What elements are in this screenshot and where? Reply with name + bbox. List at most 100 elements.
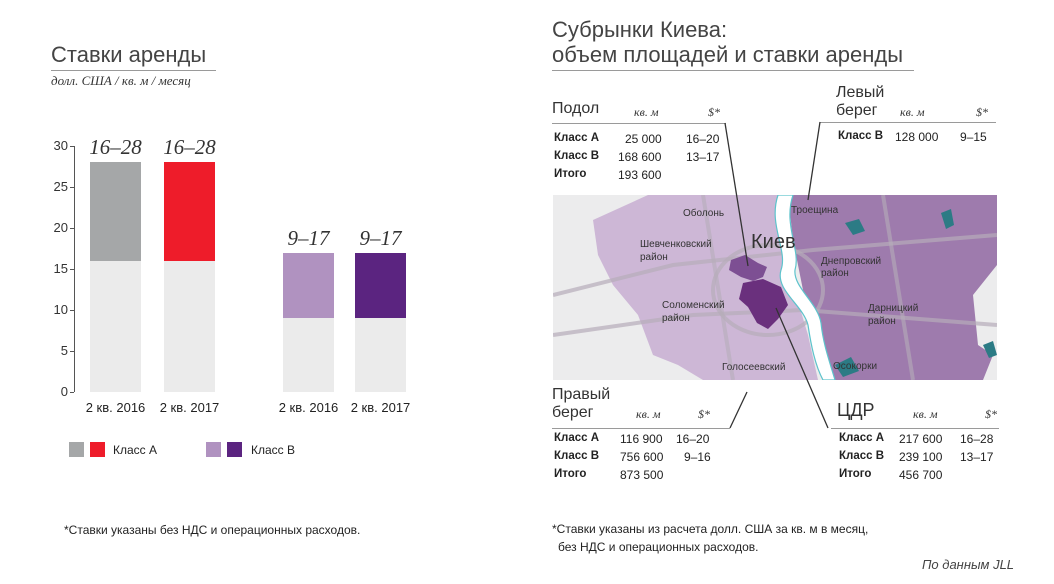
source-note: По данным JLL [922,557,1015,572]
map-label-obolon: Оболонь [683,208,725,219]
left-subtitle: долл. США / кв. м / месяц [51,73,191,88]
y-tick-mark [70,351,74,352]
podol-leader [724,122,749,267]
right-title-rule [552,70,914,71]
podol-table: Подол кв. м $* Класс А 25 000 16–20 Клас… [552,100,742,190]
kyiv-map: Оболонь Троещина Киев Шевченковский райо… [553,195,997,380]
bar-range-segment [90,162,141,261]
map-label-solomen-2: район [662,313,690,324]
podol-row2-area: 168 600 [618,150,662,164]
legend-swatch-a-2017 [90,442,105,457]
y-tick-label: 20 [53,220,68,235]
bar-data-label: 16–28 [89,135,142,160]
rent-chart: 0 5 10 15 20 25 30 16–28 2 кв. 2016 16–28 2 кв. 20… [44,130,424,420]
left-bank-row1-class: Класс В [838,130,884,142]
cbd-row1-class: Класс А [839,432,885,444]
cbd-header-area: кв. м [913,407,938,421]
podol-row1-class: Класс А [554,132,600,144]
kyiv-map-graphic [553,195,997,380]
right-bank-leader [729,391,748,429]
right-bank-row1-area: 116 900 [620,432,663,446]
map-label-kyiv: Киев [751,231,796,253]
left-bank-leader [807,121,821,201]
right-bank-row2-area: 756 600 [620,450,664,464]
right-bank-header-rate: $* [698,407,710,421]
bar-base-segment [90,260,141,392]
y-axis-line [74,146,75,392]
bar-range-segment [164,162,215,261]
map-label-solomen-1: Соломенский [662,300,725,311]
left-bank-title2: берег [836,102,878,119]
x-category-label: 2 кв. 2017 [159,400,220,415]
right-bank-row1-rate: 16–20 [676,432,710,446]
left-bank-row1-area: 128 000 [895,130,939,144]
bar-data-label: 9–17 [359,225,402,250]
right-title-line1: Субрынки Киева: [552,17,728,42]
y-tick-mark [70,146,74,147]
left-footnote: *Ставки указаны без НДС и операционных р… [64,523,361,537]
y-tick-mark [70,392,74,393]
podol-title: Подол [552,100,600,117]
map-label-dnepr-1: Днепровский [821,256,882,267]
left-bank-table: Левый берег кв. м $* Класс В 128 000 9–1… [820,84,1011,154]
left-bank-rule [820,122,996,123]
right-bank-row2-class: Класс В [554,450,600,462]
right-footnote-line2: без НДС и операционных расходов. [558,540,759,554]
map-label-shevchenko-1: Шевченковский [640,239,712,250]
y-tick-label: 25 [53,179,68,194]
map-label-golos: Голосеевский [722,362,786,373]
legend-class-a: Класс А [113,443,158,457]
cbd-header-rate: $* [985,407,997,421]
cbd-row3-class: Итого [839,468,872,480]
y-tick-mark [70,310,74,311]
y-tick-label: 5 [60,343,68,358]
right-title-line2: объем площадей и ставки аренды [552,42,904,67]
cbd-table: ЦДР кв. м $* Класс А 217 600 16–28 Класс… [831,400,1017,490]
cbd-row2-class: Класс В [839,450,885,462]
right-bank-header-area: кв. м [636,407,661,421]
right-bank-row2-rate: 9–16 [684,450,711,464]
cbd-row1-area: 217 600 [899,432,943,446]
legend-swatch-b-2016 [206,442,221,457]
bar-data-label: 16–28 [163,135,216,160]
left-bank-title1: Левый [836,84,885,101]
podol-header-rate: $* [708,105,720,119]
bar-data-label: 9–17 [287,225,330,250]
map-label-dnepr-2: район [821,268,849,279]
legend-swatch-b-2017 [227,442,242,457]
x-category-label: 2 кв. 2016 [85,400,146,415]
right-bank-rule [552,428,730,429]
left-title-rule [51,70,216,71]
podol-row3-class: Итого [554,168,587,180]
map-label-troeshchina: Троещина [791,205,839,216]
bar-base-segment [283,318,334,392]
cbd-row2-rate: 13–17 [960,450,994,464]
bar-base-segment [164,260,215,392]
right-bank-title2: берег [552,404,594,421]
right-bank-row3-class: Итого [554,468,587,480]
bar-base-segment [355,318,406,392]
left-bank-row1-rate: 9–15 [960,130,987,144]
y-tick-mark [70,269,74,270]
legend-class-b: Класс В [251,443,296,457]
y-tick-label: 15 [53,261,68,276]
bar-range-segment [355,252,406,319]
right-bank-table: Правый берег кв. м $* Класс А 116 900 16… [552,386,752,486]
right-bank-row3-area: 873 500 [620,468,664,482]
x-category-label: 2 кв. 2016 [278,400,339,415]
right-footnote-line1: *Ставки указаны из расчета долл. США за … [552,522,869,536]
map-label-darnits-1: Дарницкий [868,303,919,314]
left-bank-header-area: кв. м [900,105,925,119]
y-tick-mark [70,187,74,188]
left-title: Ставки аренды [51,42,207,67]
podol-row1-area: 25 000 [625,132,662,146]
right-bank-row1-class: Класс А [554,432,600,444]
x-category-label: 2 кв. 2017 [350,400,411,415]
cbd-leader [775,307,829,429]
podol-row1-rate: 16–20 [686,132,720,146]
podol-row2-rate: 13–17 [686,150,720,164]
cbd-row1-rate: 16–28 [960,432,994,446]
podol-header-area: кв. м [634,105,659,119]
cbd-title: ЦДР [837,400,875,420]
